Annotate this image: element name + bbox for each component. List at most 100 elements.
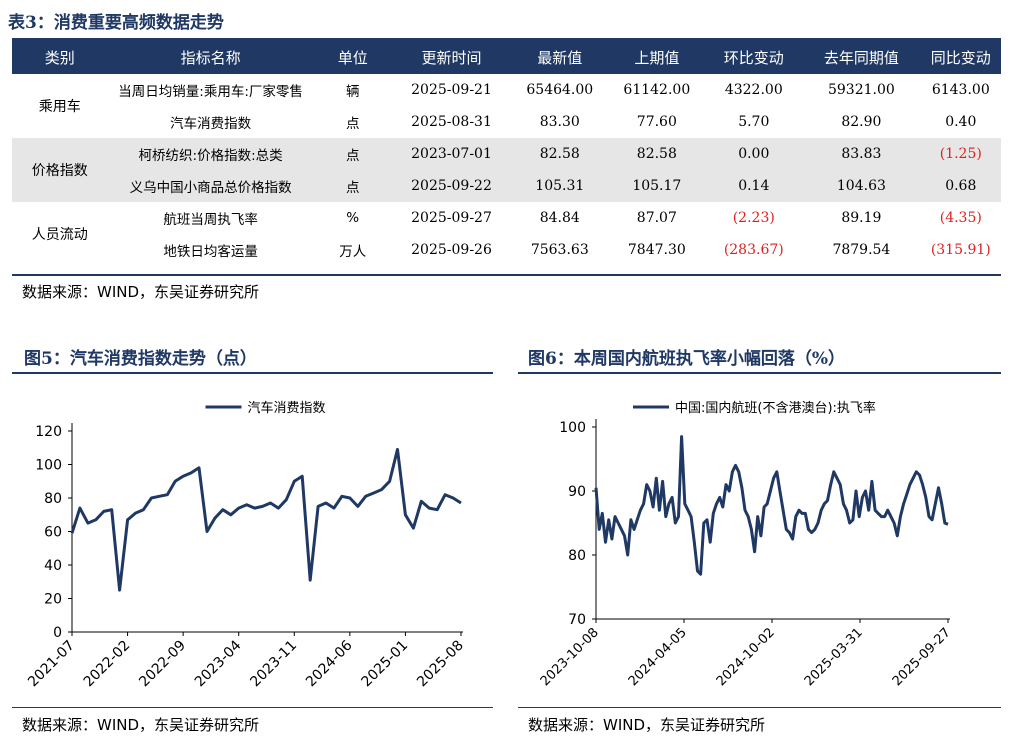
table-source: 数据来源：WIND，东吴证券研究所 (22, 283, 260, 301)
indicator-name-cell: 地铁日均客运量 (163, 244, 258, 260)
y-tick-label: 20 (44, 592, 62, 608)
x-tick-label: 2024-06 (303, 637, 356, 690)
x-tick-label: 2025-01 (359, 638, 412, 691)
update-date-cell: 2025-09-27 (411, 210, 492, 226)
yoy-change-cell: (1.25) (920, 138, 1001, 170)
header-cell: 指标名称 (107, 40, 314, 74)
mom-change-cell: 4322.00 (724, 82, 783, 98)
header-cell: 单位 (313, 40, 392, 74)
category-cell: 人员流动 (31, 227, 88, 243)
indicator-name-cell: 汽车消费指数 (170, 116, 252, 132)
y-tick-label: 70 (568, 612, 586, 628)
unit-cell: % (346, 210, 360, 226)
yoy-change-cell: (4.35) (939, 210, 982, 226)
indicator-name-cell: 柯桥纺织:价格指数:总类 (107, 138, 314, 170)
y-tick-label: 60 (44, 525, 62, 541)
last-year-value-cell: 82.90 (841, 114, 882, 130)
x-tick-label: 2024-04-05 (626, 625, 690, 689)
series-line (70, 447, 462, 592)
figure6-source: 数据来源：WIND，东吴证券研究所 (528, 716, 766, 734)
table-row: 价格指数 柯桥纺织:价格指数:总类点 2023-07-01 82.58 82.58 0.0… (12, 138, 1001, 202)
series-line (594, 435, 949, 576)
yoy-change-cell: 0.40 (945, 114, 977, 130)
unit-cell: 点 (345, 116, 360, 132)
y-tick-label: 80 (44, 491, 62, 507)
x-tick-label: 2025-08 (414, 638, 467, 691)
update-date-cell: 2025-09-21 (411, 82, 492, 98)
unit-cell: 点 (313, 170, 392, 202)
figure6-bottom-rule (518, 707, 1001, 708)
update-date-cell: 2023-07-01 (391, 138, 512, 170)
figure6-title: 图6：本周国内航班执飞率小幅回落（%） (528, 349, 845, 369)
latest-value-cell: 65464.00 (526, 82, 594, 98)
unit-cell: 点 (313, 138, 392, 170)
x-tick-label: 2023-04 (192, 637, 245, 690)
y-tick-label: 120 (35, 424, 62, 440)
figure5-bottom-rule (12, 707, 493, 708)
update-date-cell: 2025-08-31 (411, 114, 492, 130)
header-cell: 环比变动 (705, 40, 803, 74)
header-cell: 同比变动 (920, 40, 1001, 74)
table-header-row: 类别 指标名称 单位 更新时间 最新值 上期值 环比变动 去年同期值 同比变动 (12, 40, 1001, 74)
y-tick-label: 40 (44, 558, 62, 574)
legend-label: 汽车消费指数 (248, 400, 326, 416)
previous-value-cell: 77.60 (636, 114, 677, 130)
table-row: 乘用车 当周日均销量:乘用车:厂家零售 辆 2025-09-21 65464.00 611… (12, 74, 1001, 115)
x-tick-label: 2022-09 (136, 638, 189, 691)
x-tick-label: 2025-09-27 (890, 625, 954, 689)
table-title-rule (12, 38, 1001, 40)
update-date-cell: 2025-09-26 (411, 242, 492, 258)
header-cell: 类别 (12, 40, 108, 74)
latest-value-cell: 7563.63 (530, 242, 589, 258)
car-consumption-index-chart: 汽车消费指数 0 20 40 60 80 100 120 2021-07 2022-02 2022-… (25, 400, 467, 691)
last-year-value-cell: 7879.54 (832, 242, 891, 258)
y-tick-label: 100 (35, 458, 62, 474)
header-cell: 上期值 (608, 40, 706, 74)
latest-value-cell: 105.31 (511, 170, 609, 202)
y-tick-label: 100 (559, 420, 586, 436)
x-tick-label: 2024-10-02 (714, 625, 778, 689)
previous-value-cell: 61142.00 (623, 82, 691, 98)
last-year-value-cell: 104.63 (802, 170, 921, 202)
indicator-name-cell: 航班当周执飞率 (163, 212, 258, 228)
last-year-value-cell: 83.83 (802, 138, 921, 170)
y-tick-label: 0 (53, 625, 62, 641)
legend-label: 中国:国内航班(不含港澳台):执飞率 (675, 400, 876, 416)
indicator-name-cell: 义乌中国小商品总价格指数 (107, 170, 314, 202)
yoy-change-cell: 6143.00 (931, 82, 990, 98)
figure5-title: 图5：汽车消费指数走势（点） (24, 349, 257, 369)
mom-change-cell: 0.14 (705, 170, 803, 202)
unit-cell: 万人 (339, 244, 367, 260)
y-tick-label: 80 (568, 548, 586, 564)
mom-change-cell: 0.00 (705, 138, 803, 170)
mom-change-cell: (283.67) (723, 242, 784, 258)
table-row: 人员流动 航班当周执飞率% 2025-09-27 84.84 87.07 (2.23) 89… (12, 202, 1001, 243)
table-row: 地铁日均客运量 万人 2025-09-26 7563.63 7847.30 (283.67… (12, 234, 1001, 266)
mom-change-cell: (2.23) (732, 210, 775, 226)
header-cell: 去年同期值 (802, 40, 921, 74)
x-tick-label: 2021-07 (25, 638, 78, 691)
figure5-source: 数据来源：WIND，东吴证券研究所 (22, 716, 260, 734)
update-date-cell: 2025-09-22 (391, 170, 512, 202)
header-cell: 最新值 (511, 40, 609, 74)
previous-value-cell: 87.07 (636, 210, 677, 226)
figure5-top-rule (12, 372, 493, 374)
previous-value-cell: 105.17 (608, 170, 706, 202)
x-tick-label: 2022-02 (81, 638, 134, 691)
last-year-value-cell: 89.19 (841, 210, 882, 226)
unit-cell: 辆 (345, 84, 360, 100)
y-tick-label: 90 (568, 484, 586, 500)
flight-execution-rate-chart: 中国:国内航班(不含港澳台):执飞率 70 80 90 100 2023-10-08 202… (538, 400, 954, 689)
header-cell: 更新时间 (391, 40, 512, 74)
x-tick-label: 2023-10-08 (538, 625, 602, 689)
latest-value-cell: 83.30 (539, 114, 580, 130)
yoy-change-cell: 0.68 (920, 170, 1001, 202)
consumption-data-table: 类别 指标名称 单位 更新时间 最新值 上期值 环比变动 去年同期值 同比变动 乘用车 当周日均销… (12, 40, 1001, 266)
mom-change-cell: 5.70 (738, 114, 770, 130)
table-title: 表3：消费重要高频数据走势 (8, 13, 224, 33)
latest-value-cell: 84.84 (539, 210, 580, 226)
category-cell: 价格指数 (12, 138, 108, 202)
latest-value-cell: 82.58 (511, 138, 609, 170)
table-bottom-rule (12, 274, 1001, 276)
last-year-value-cell: 59321.00 (827, 82, 895, 98)
